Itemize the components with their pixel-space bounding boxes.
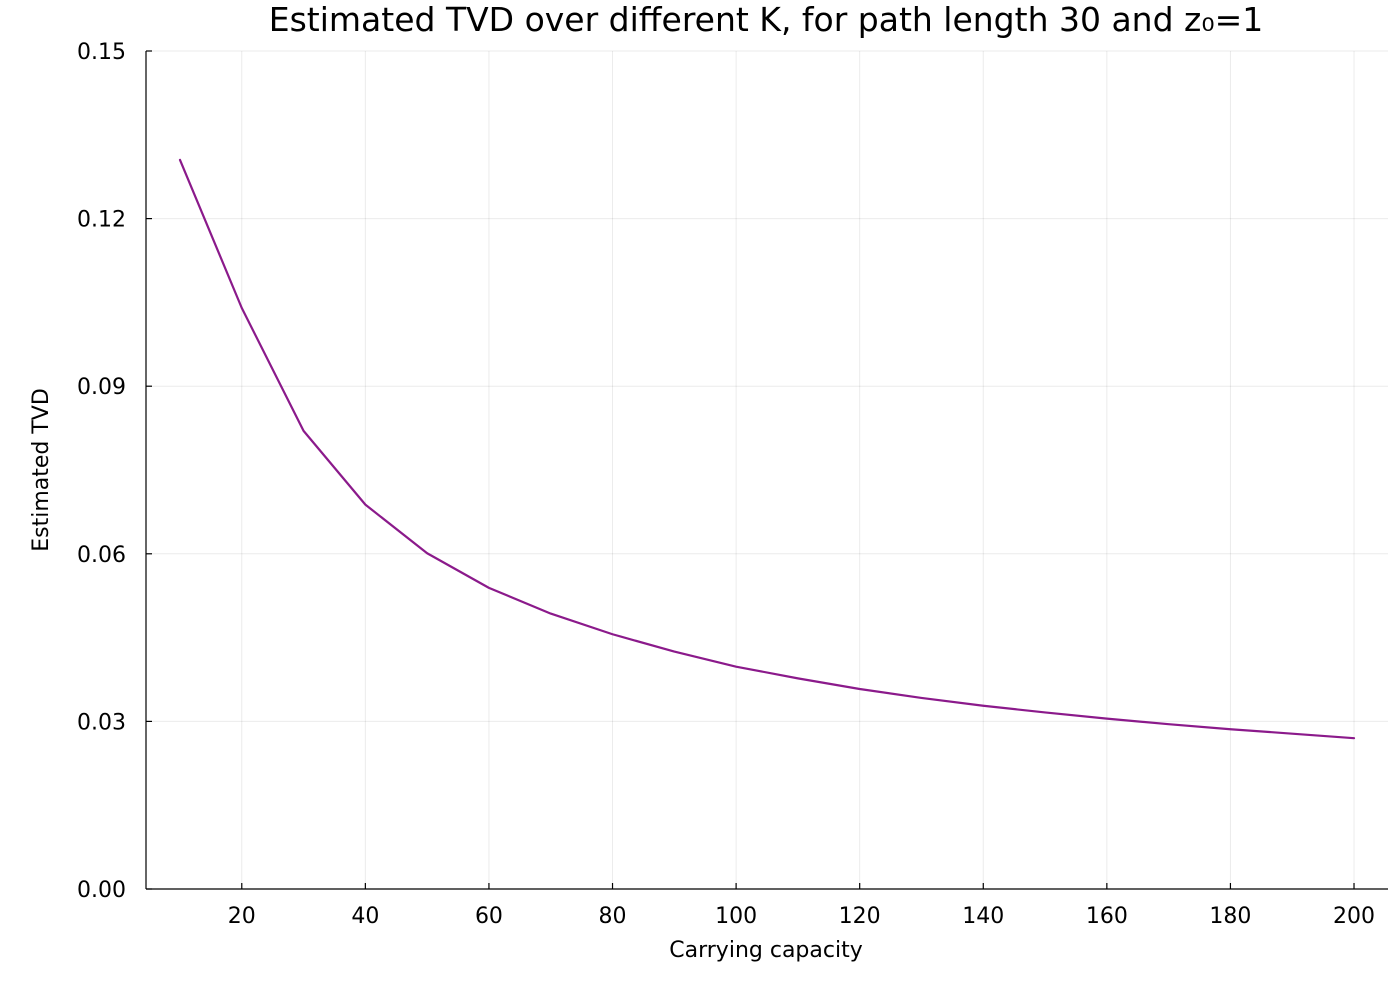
axes — [145, 51, 1388, 890]
y-tick-label: 0.09 — [77, 375, 126, 400]
x-axis-title: Carrying capacity — [669, 938, 862, 963]
y-tick-label: 0.06 — [77, 543, 126, 568]
x-tick-label: 120 — [839, 904, 881, 929]
x-tick-label: 180 — [1209, 904, 1251, 929]
x-tick-label: 200 — [1333, 904, 1375, 929]
tick-labels: 20 40 60 80 100 120 140 160 180 200 0.00 0.03 0.06 0.… — [77, 40, 1375, 929]
x-tick-label: 100 — [715, 904, 757, 929]
x-tick-label: 40 — [351, 904, 379, 929]
series-line — [178, 158, 1356, 740]
y-tick-label: 0.15 — [77, 40, 126, 65]
chart-title: Estimated TVD over different K, for path… — [269, 0, 1263, 39]
x-tick-label: 60 — [475, 904, 503, 929]
y-axis-title: Estimated TVD — [29, 388, 54, 552]
y-tick-label: 0.00 — [77, 878, 126, 903]
series-layer — [178, 158, 1356, 740]
y-tick-label: 0.03 — [77, 710, 126, 735]
x-tick-label: 80 — [599, 904, 627, 929]
grid — [146, 50, 1388, 890]
x-tick-label: 20 — [228, 904, 256, 929]
x-tick-label: 160 — [1086, 904, 1128, 929]
y-tick-label: 0.12 — [77, 208, 126, 233]
x-tick-label: 140 — [962, 904, 1004, 929]
